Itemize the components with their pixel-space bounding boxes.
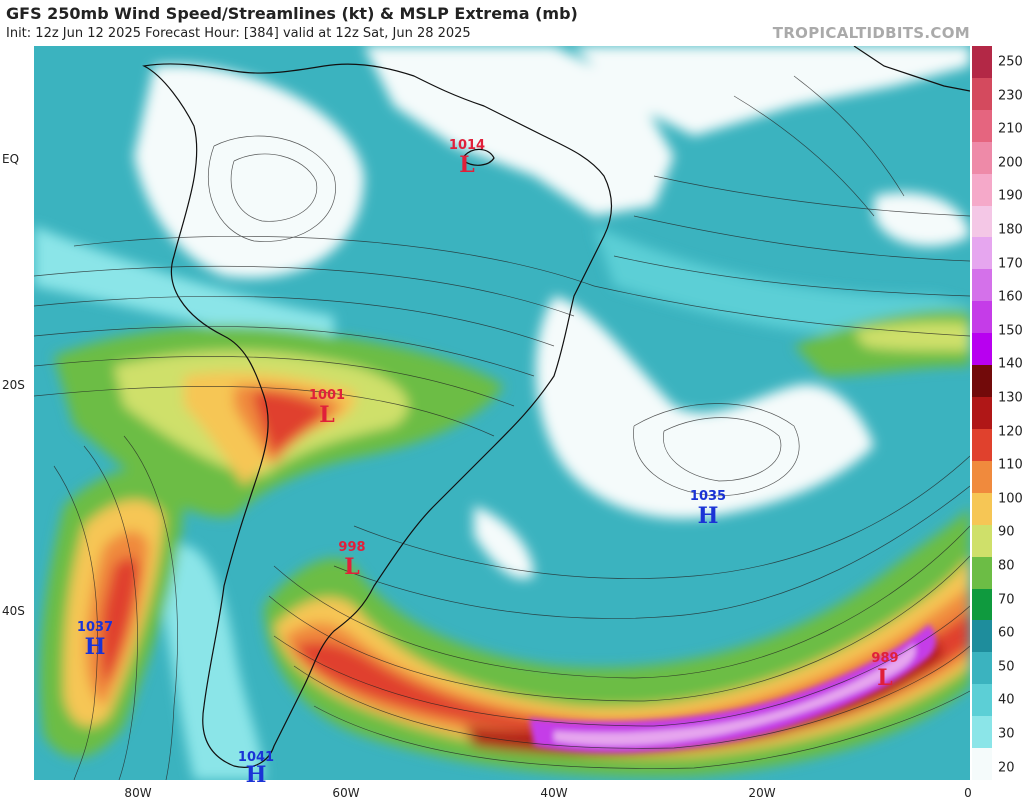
calm-region-tropical-atlantic [574,46,970,136]
africa-coast [853,46,970,92]
colorbar-segment [972,556,992,589]
colorbar-segment [972,588,992,621]
colorbar-tick-label: 30 [998,726,1015,742]
pressure-value-989: 989 [871,651,899,666]
colorbar-tick-label: 90 [998,524,1015,540]
colorbar-segment [972,109,992,143]
jet-pacific-core [100,556,139,686]
low-marker-1014: L [459,152,475,178]
calm-patch-small [474,506,534,579]
colorbar-segment [972,237,992,270]
colorbar-segment [972,46,992,79]
streamlines [34,75,970,780]
map-subtitle: Init: 12z Jun 12 2025 Forecast Hour: [38… [6,26,471,41]
colorbar-segment [972,620,992,653]
colorbar-tick-label: 40 [998,692,1015,708]
pressure-value-1041: 1041 [237,750,275,765]
colorbar-segment [972,428,992,462]
colorbar-segment [972,652,992,685]
colorbar-tick-label: 150 [998,323,1023,339]
calm-region-south-atlantic [535,296,874,519]
colorbar-segment [972,365,992,398]
light-band-atlantic [594,226,970,339]
colorbar-segment [972,524,992,558]
colorbar-tick-label: 120 [998,424,1023,440]
colorbar-tick-label: 80 [998,558,1015,574]
colorbar-tick-label: 130 [998,390,1023,406]
colorbar-segment [972,333,992,366]
colorbar-tick-label: 170 [998,256,1023,272]
lat-label-20s: 20S [2,378,25,392]
calm-region-chile [164,544,264,780]
lon-label-20w: 20W [748,786,776,800]
lon-label-40w: 40W [540,786,568,800]
coastlines [142,46,970,768]
light-band-pacific [34,226,334,346]
colorbar-tick-label: 110 [998,457,1023,473]
colorbar-tick-label: 190 [998,188,1023,204]
map-canvas [34,46,970,780]
pressure-value-998: 998 [338,540,366,555]
map-title: GFS 250mb Wind Speed/Streamlines (kt) & … [6,4,578,23]
colorbar-tick-label: 70 [998,592,1015,608]
colorbar-tick-label: 140 [998,356,1023,372]
colorbar-segment [972,301,992,334]
colorbar-segment [972,141,992,175]
jet-atlantic-north-mid [854,322,970,351]
south-america-coast [142,63,613,768]
colorbar-tick-label: 200 [998,155,1023,171]
source-credit: TROPICALTIDBITS.COM [772,24,970,42]
pressure-value-1014: 1014 [448,138,486,153]
lon-label-60w: 60W [332,786,360,800]
high-marker-1037: H [84,634,106,660]
pressure-value-1001: 1001 [308,388,346,403]
lat-label-40s: 40S [2,604,25,618]
pressure-value-1037: 1037 [76,620,114,635]
lon-label-0: 0 [964,786,972,800]
colorbar-segment [972,748,992,781]
colorbar-segment [972,492,992,526]
colorbar-tick-label: 230 [998,88,1023,104]
high-marker-1035: H [697,503,719,529]
wind-speed-colorbar [972,46,992,781]
colorbar-tick-label: 20 [998,760,1015,776]
colorbar-segment [972,716,992,749]
colorbar-segment [972,269,992,302]
colorbar-tick-label: 250 [998,54,1023,70]
jet-north-max [254,391,329,456]
colorbar-tick-label: 180 [998,222,1023,238]
wind-speed-map [34,46,970,780]
colorbar-tick-label: 210 [998,121,1023,137]
colorbar-tick-label: 100 [998,491,1023,507]
calm-region-east [874,192,970,247]
pressure-value-1035: 1035 [689,489,727,504]
high-marker-1041: H [245,762,267,788]
low-marker-1001: L [319,402,335,428]
colorbar-segment [972,460,992,494]
colorbar-segment [972,684,992,717]
lat-label-eq: EQ [2,152,20,166]
island-coast [463,148,495,166]
colorbar-tick-label: 160 [998,289,1023,305]
colorbar-segment [972,397,992,430]
colorbar-segment [972,173,992,207]
colorbar-tick-label: 50 [998,659,1015,675]
calm-region-north-sa [134,64,364,278]
lon-label-80w: 80W [124,786,152,800]
low-marker-998: L [344,554,360,580]
colorbar-tick-label: 60 [998,625,1015,641]
low-marker-989: L [877,665,893,691]
jet-streak-pink [554,644,916,746]
colorbar-segment [972,77,992,111]
colorbar-segment [972,205,992,238]
